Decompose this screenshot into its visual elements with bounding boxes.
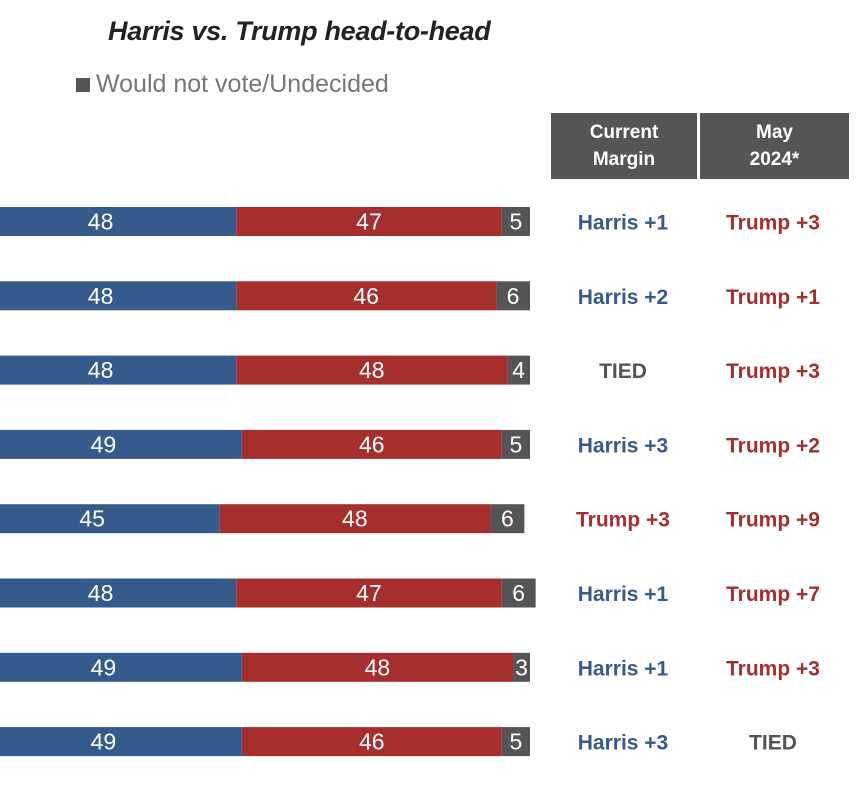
may-2024-margin-label: Trump +3 xyxy=(726,212,820,235)
bar-harris xyxy=(0,504,220,534)
legend-swatch-undecided xyxy=(76,77,90,92)
bar-harris xyxy=(0,578,237,608)
bar-label-trump: 48 xyxy=(359,357,385,383)
bar-label-trump: 46 xyxy=(359,729,385,755)
may-2024-margin-label: Trump +7 xyxy=(726,583,820,606)
current-margin-label: Harris +1 xyxy=(578,657,669,680)
bar-label-undecided: 5 xyxy=(509,431,522,457)
may-2024-margin-label: Trump +3 xyxy=(726,360,820,383)
bar-label-harris: 48 xyxy=(88,580,114,606)
current-margin-label: Trump +3 xyxy=(576,509,670,532)
bar-label-undecided: 5 xyxy=(509,729,522,755)
bar-undecided xyxy=(507,355,530,385)
bar-trump xyxy=(236,355,508,385)
bar-label-trump: 47 xyxy=(356,580,382,606)
bar-label-trump: 47 xyxy=(356,209,382,235)
bar-trump xyxy=(219,504,491,534)
current-margin-label: Harris +3 xyxy=(578,434,668,457)
bar-label-undecided: 6 xyxy=(507,283,520,309)
bar-label-undecided: 6 xyxy=(512,580,525,606)
bar-trump xyxy=(236,207,502,236)
bar-undecided xyxy=(496,281,530,311)
bar-trump xyxy=(241,652,514,682)
current-margin-label: Harris +1 xyxy=(578,212,669,235)
current-margin-label: TIED xyxy=(599,360,647,383)
current-margin-label: Harris +2 xyxy=(578,286,668,309)
bar-trump xyxy=(241,429,502,459)
may-2024-margin-label: TIED xyxy=(749,732,797,755)
bar-trump xyxy=(236,281,497,311)
bar-undecided xyxy=(490,504,525,534)
column-header-current-margin: Current Margin xyxy=(551,113,697,179)
bar-trump xyxy=(236,578,502,608)
chart-title: Harris vs. Trump head-to-head xyxy=(108,16,491,46)
may-2024-margin-label: Trump +1 xyxy=(726,286,820,309)
bar-label-trump: 48 xyxy=(365,654,391,680)
bar-label-undecided: 5 xyxy=(509,209,522,235)
bar-undecided xyxy=(501,727,530,757)
legend: Would not vote/Undecided xyxy=(76,70,389,99)
bar-undecided xyxy=(501,429,530,459)
bar-label-undecided: 4 xyxy=(512,357,525,383)
bar-harris xyxy=(0,727,242,757)
bar-label-harris: 48 xyxy=(88,357,114,383)
bar-harris xyxy=(0,207,237,236)
bar-harris xyxy=(0,281,237,311)
bar-harris xyxy=(0,652,242,682)
bar-label-harris: 49 xyxy=(91,654,117,680)
bar-harris xyxy=(0,429,242,459)
bar-label-trump: 48 xyxy=(342,506,368,532)
current-margin-label: Harris +3 xyxy=(578,732,668,755)
bar-label-harris: 48 xyxy=(88,283,114,309)
bar-undecided xyxy=(501,207,530,236)
bar-label-harris: 48 xyxy=(88,209,114,235)
bar-label-harris: 45 xyxy=(79,506,105,532)
bar-undecided xyxy=(501,578,536,608)
may-2024-margin-label: Trump +2 xyxy=(726,434,820,457)
may-2024-margin-label: Trump +9 xyxy=(726,509,820,532)
bar-label-trump: 46 xyxy=(353,283,379,309)
current-margin-label: Harris +1 xyxy=(578,583,669,606)
bar-trump xyxy=(241,727,502,757)
may-2024-margin-label: Trump +3 xyxy=(726,657,820,680)
bar-label-harris: 49 xyxy=(91,729,117,755)
bar-label-undecided: 3 xyxy=(515,654,528,680)
bar-label-undecided: 6 xyxy=(501,506,514,532)
bar-label-harris: 49 xyxy=(91,431,117,457)
legend-label-undecided: Would not vote/Undecided xyxy=(96,70,389,98)
bar-undecided xyxy=(513,652,530,682)
bar-label-trump: 46 xyxy=(359,431,385,457)
column-header-may-2024: May 2024* xyxy=(700,113,849,179)
bar-harris xyxy=(0,355,237,385)
